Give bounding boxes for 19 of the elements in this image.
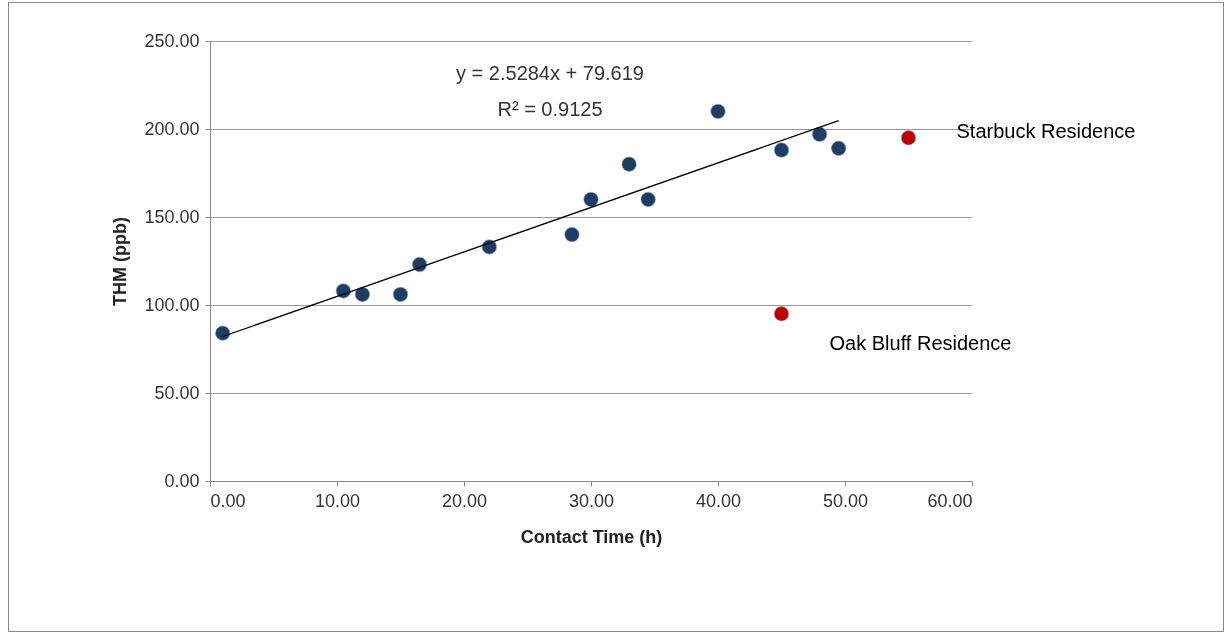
x-tick-label: 30.00 bbox=[568, 490, 615, 511]
y-tick-label: 100.00 bbox=[144, 294, 200, 315]
annotation: Starbuck Residence bbox=[956, 119, 1136, 142]
annotation: y = 2.5284x + 79.619 bbox=[456, 62, 644, 84]
x-tick-label: 10.00 bbox=[314, 490, 361, 511]
y-tick-label: 200.00 bbox=[144, 118, 200, 139]
x-tick-label: 50.00 bbox=[822, 490, 869, 511]
y-tick-label: 0.00 bbox=[164, 470, 200, 491]
x-tick-label: 0.00 bbox=[210, 490, 246, 511]
y-tick-label: 50.00 bbox=[154, 382, 200, 403]
annotation: R² = 0.9125 bbox=[497, 98, 603, 120]
annotation: Oak Bluff Residence bbox=[829, 331, 1012, 354]
x-tick-label: 20.00 bbox=[441, 490, 488, 511]
y-axis-title: THM (ppb) bbox=[110, 217, 131, 306]
x-tick-label: 60.00 bbox=[927, 490, 973, 511]
x-tick-label: 40.00 bbox=[695, 490, 742, 511]
x-axis-title: Contact Time (h) bbox=[520, 526, 663, 547]
y-tick-label: 250.00 bbox=[144, 30, 200, 51]
y-tick-label: 150.00 bbox=[144, 206, 200, 227]
